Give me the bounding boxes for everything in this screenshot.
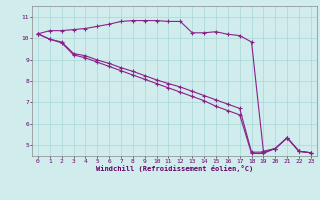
X-axis label: Windchill (Refroidissement éolien,°C): Windchill (Refroidissement éolien,°C) (96, 165, 253, 172)
